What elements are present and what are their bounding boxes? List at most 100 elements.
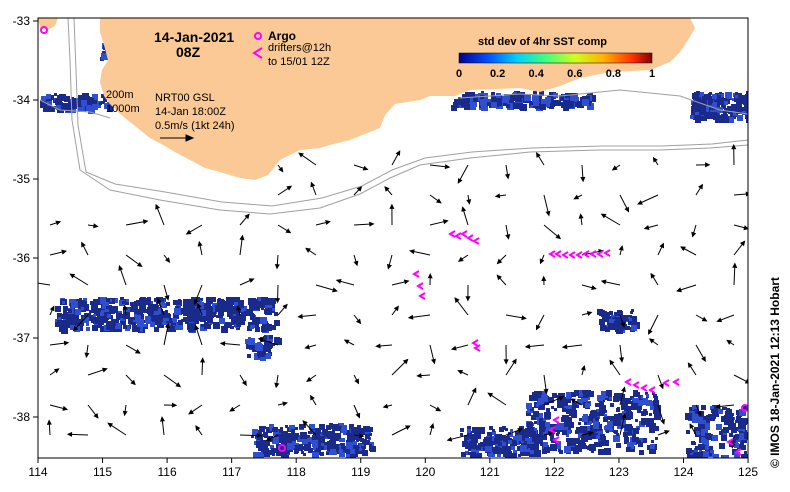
sst-pixel	[154, 327, 159, 332]
sst-pixel	[91, 317, 97, 323]
colorbar-title: std dev of 4hr SST comp	[478, 36, 607, 48]
sst-pixel	[641, 411, 646, 416]
current-vector-head	[698, 183, 703, 190]
sst-pixel	[745, 115, 748, 119]
sst-pixel	[291, 433, 298, 440]
current-vector-head	[732, 262, 738, 268]
current-vector-head	[107, 422, 114, 428]
sst-pixel	[600, 449, 606, 455]
current-vector-head	[335, 278, 342, 284]
sst-pixel	[122, 318, 125, 321]
current-vector-head	[355, 318, 362, 325]
sst-pixel	[633, 390, 638, 395]
current-vector-head	[487, 392, 494, 398]
sst-pixel	[716, 424, 722, 430]
sst-pixel	[318, 436, 325, 443]
current-vector-head	[302, 420, 308, 426]
current-vector-head	[586, 311, 593, 317]
sst-pixel	[579, 418, 582, 421]
sst-pixel	[693, 106, 699, 112]
sst-pixel	[593, 423, 599, 429]
sst-pixel	[649, 413, 652, 416]
x-tick-label: 118	[287, 465, 306, 479]
sst-pixel	[173, 300, 178, 305]
sst-pixel	[734, 452, 740, 458]
sst-pixel	[256, 441, 263, 448]
colorbar	[458, 52, 653, 64]
sst-pixel	[746, 117, 748, 123]
sst-pixel	[722, 407, 725, 410]
sst-pixel	[54, 93, 57, 96]
sst-pixel	[727, 106, 733, 112]
sst-pixel	[257, 452, 264, 458]
current-vector-head	[637, 200, 643, 205]
sst-pixel	[332, 425, 337, 430]
sst-pixel	[229, 299, 235, 305]
sst-pixel	[613, 430, 616, 433]
sst-pixel	[270, 445, 274, 449]
sst-pixel	[294, 450, 298, 454]
sst-pixel	[106, 324, 112, 330]
sst-pixel	[534, 446, 539, 451]
current-vector-head	[561, 344, 568, 350]
current-vector-head	[389, 203, 395, 209]
sst-pixel	[365, 440, 370, 445]
sst-pixel	[731, 106, 736, 111]
sst-pixel	[150, 322, 155, 327]
sst-pixel	[624, 437, 629, 442]
sst-pixel	[650, 406, 654, 410]
sst-pixel	[623, 316, 628, 321]
sst-pixel	[246, 309, 253, 316]
current-vector-head	[504, 173, 511, 180]
sst-pixel	[572, 410, 577, 415]
sst-pixel	[596, 435, 600, 439]
y-tick-label: -35	[13, 172, 31, 186]
sst-pixel	[494, 438, 500, 444]
current-vector-head	[547, 431, 554, 437]
sst-pixel	[721, 429, 724, 432]
sst-pixel	[713, 454, 719, 458]
sst-pixel	[70, 320, 75, 325]
sst-pixel	[70, 324, 73, 327]
current-vector-head	[427, 273, 433, 279]
sst-pixel	[534, 421, 537, 424]
sst-pixel	[174, 308, 181, 315]
sst-pixel	[273, 432, 277, 436]
sst-pixel	[632, 437, 637, 442]
sst-pixel	[529, 101, 536, 108]
sst-pixel	[535, 396, 540, 401]
sst-pixel	[554, 408, 557, 411]
sst-pixel	[564, 402, 568, 406]
sst-pixel	[282, 447, 289, 454]
sst-pixel	[270, 428, 273, 431]
sst-pixel	[272, 343, 275, 346]
sst-pixel	[66, 316, 73, 323]
sst-pixel	[260, 355, 266, 361]
y-tick-label: -36	[13, 251, 31, 265]
sst-pixel	[303, 453, 306, 456]
drifter-track-point	[552, 436, 560, 444]
sst-pixel	[693, 442, 696, 445]
x-axis: 114 115 116 117 118 119 120 121 122 123 124 125	[28, 458, 758, 479]
sst-pixel	[653, 404, 659, 410]
sst-pixel	[490, 440, 495, 445]
sst-pixel	[95, 317, 102, 324]
sst-pixel	[542, 391, 547, 396]
current-vector-head	[505, 234, 511, 240]
sst-pixel	[256, 320, 259, 323]
colorbar-tick-label: 1	[649, 68, 655, 80]
sst-pixel	[276, 451, 281, 456]
sst-pixel	[315, 448, 319, 452]
sst-pixel	[578, 422, 581, 425]
sst-pixel	[584, 422, 587, 425]
sst-pixel	[143, 309, 147, 313]
current-vector-head	[431, 358, 436, 365]
sst-pixel	[176, 300, 182, 306]
credit-text: © IMOS 18-Jan-2021 12:13 Hobart	[768, 277, 782, 468]
sst-pixel	[206, 310, 212, 316]
sst-pixel	[636, 392, 640, 396]
sst-pixel	[200, 316, 206, 322]
sst-pixel	[240, 308, 244, 312]
current-vector-head	[444, 164, 451, 170]
sst-pixel	[81, 307, 84, 310]
